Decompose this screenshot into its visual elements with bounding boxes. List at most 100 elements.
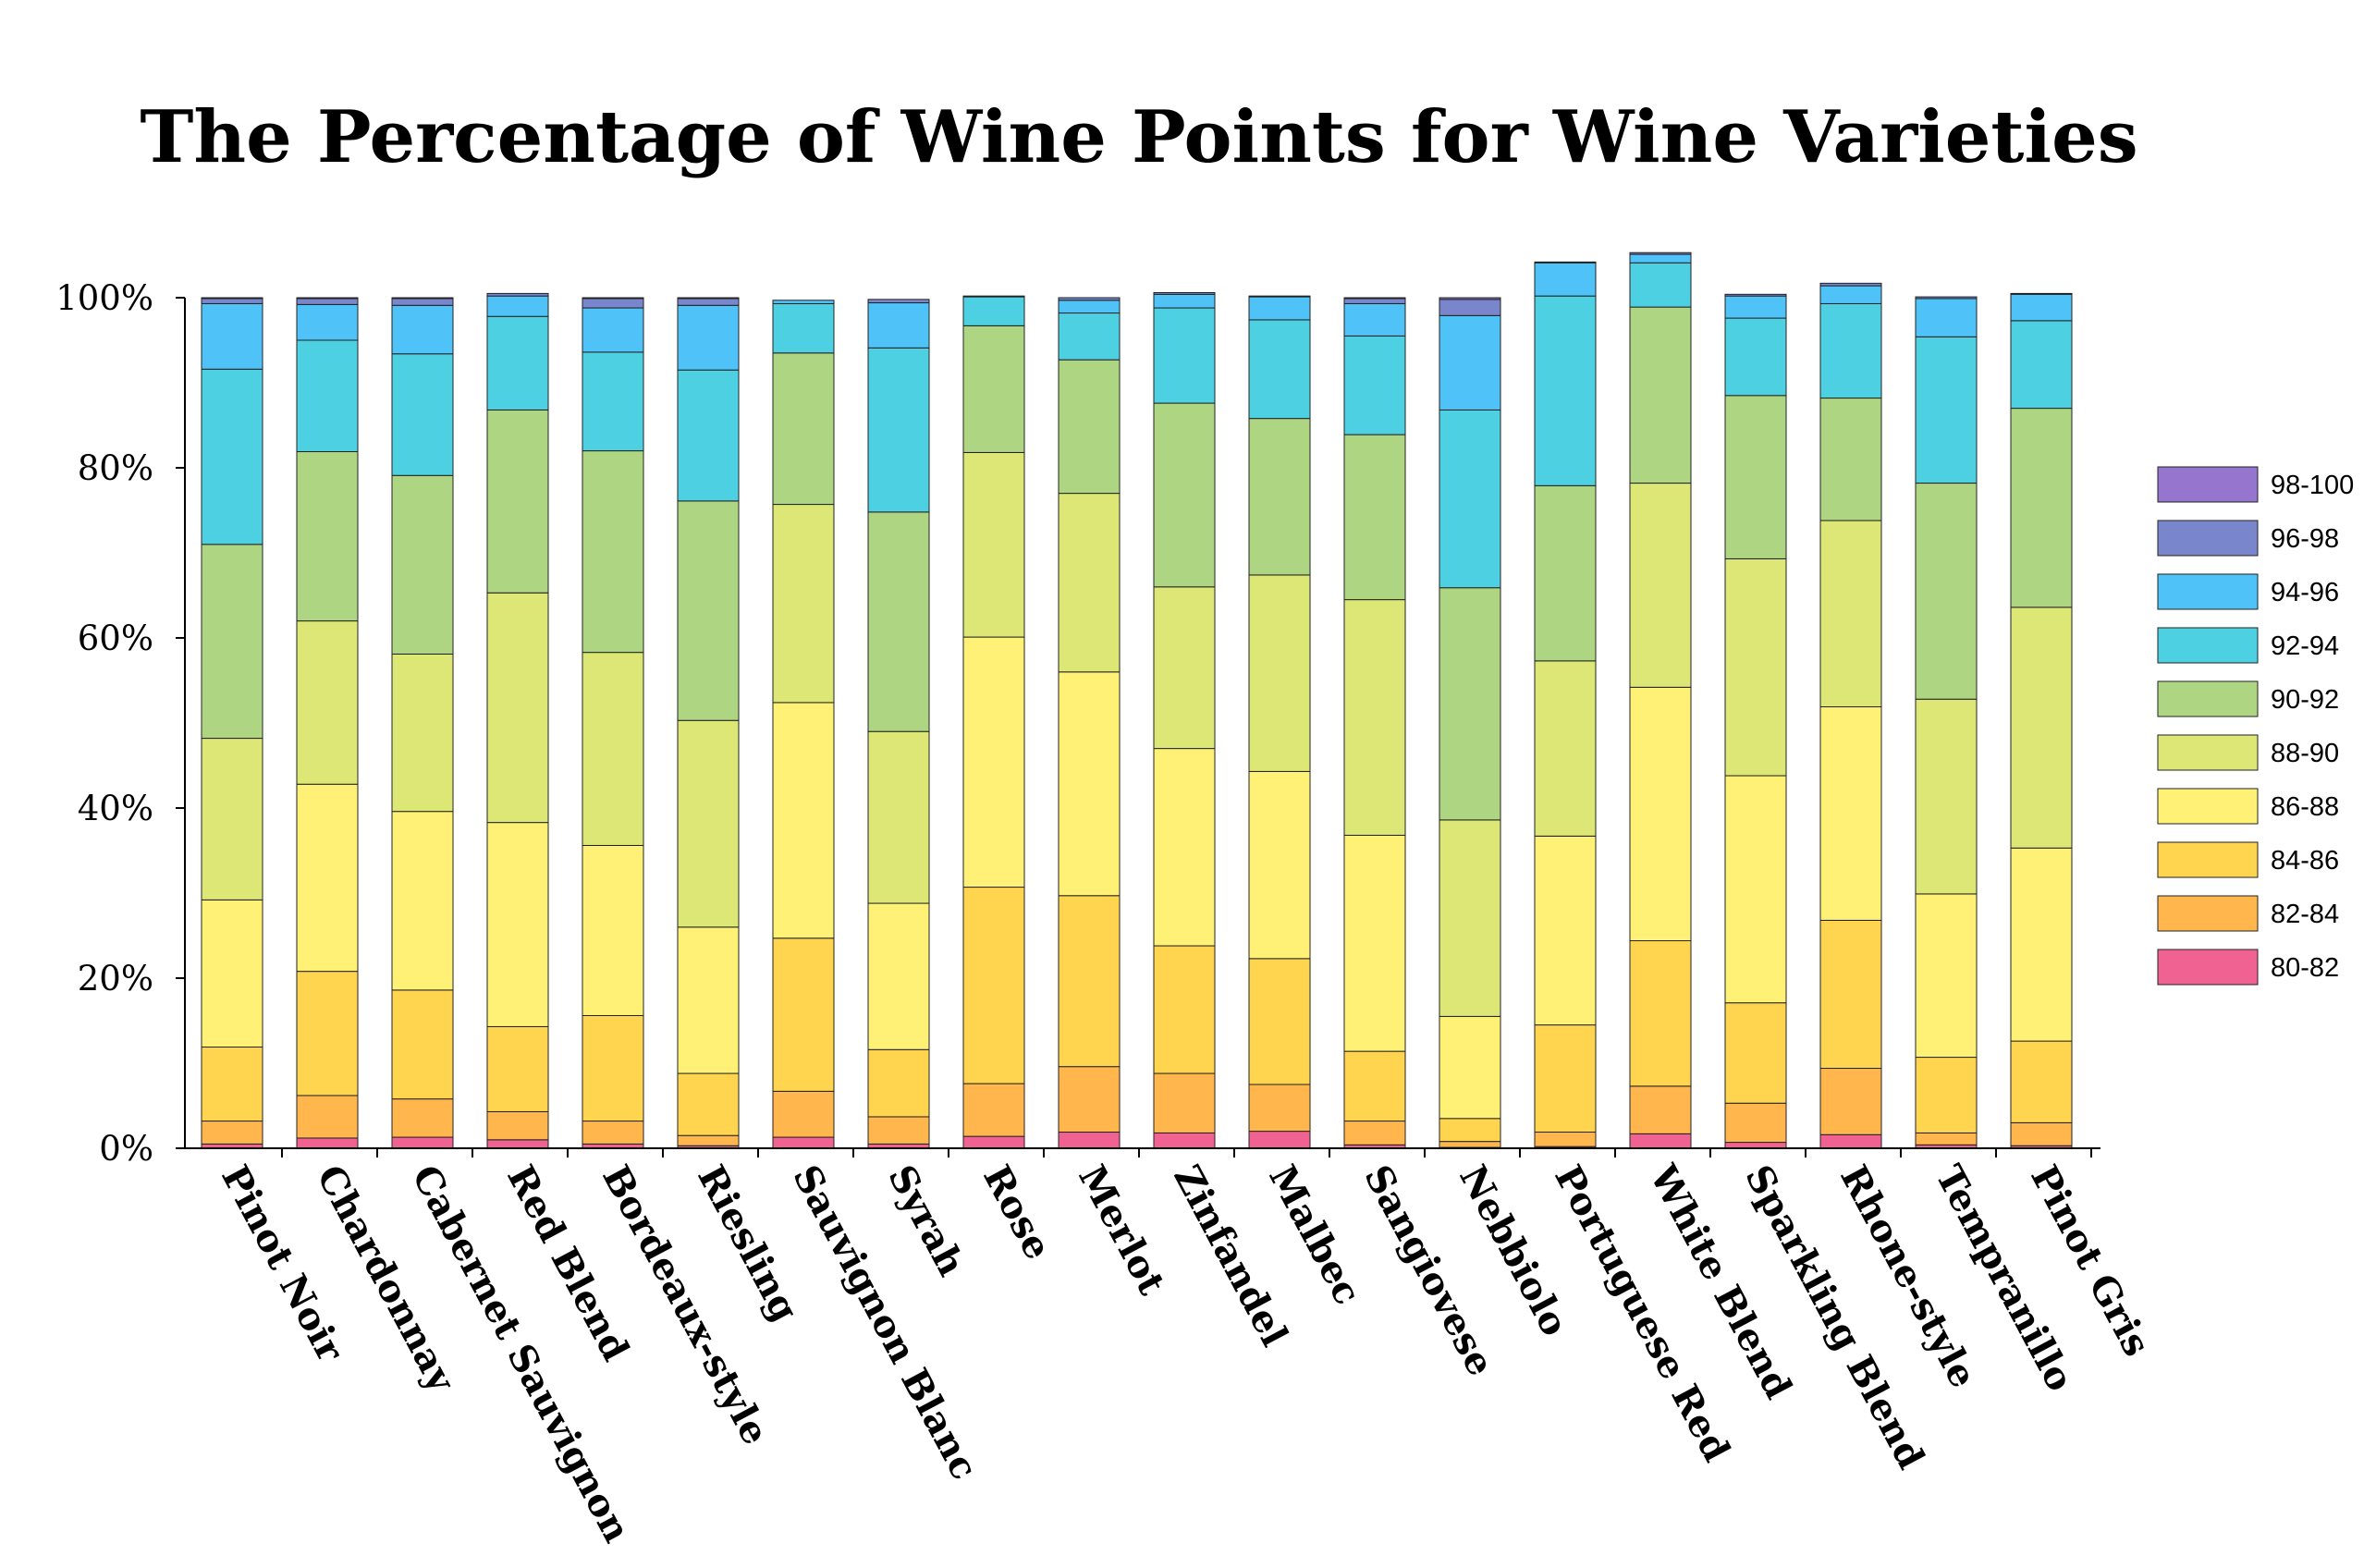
legend-label: 92-94 (2271, 631, 2339, 661)
bar-stack-malbec (1248, 295, 1311, 1149)
legend-swatch (2157, 949, 2259, 986)
bar-segment-rhone-style-96-98 (1819, 282, 1882, 287)
bar-segment-sangiovese-88-90 (1343, 599, 1406, 836)
bar-segment-white-blend-92-94 (1629, 262, 1692, 308)
bar-segment-pinot-gris-94-96 (2010, 293, 2073, 322)
bar-segment-rhone-style-84-86 (1819, 919, 1882, 1070)
bar-segment-nebbiolo-98-100 (1439, 297, 1501, 300)
bar-segment-rose-90-92 (962, 325, 1025, 453)
bar-segment-chardonnay-80-82 (296, 1137, 359, 1149)
bar-segment-sauvignon-blanc-82-84 (772, 1090, 835, 1138)
bar-stack-white-blend (1629, 251, 1692, 1149)
bar-segment-pinot-noir-88-90 (201, 738, 263, 900)
bar-segment-merlot-80-82 (1058, 1132, 1121, 1149)
bar-segment-sauvignon-blanc-86-88 (772, 702, 835, 939)
bar-segment-white-blend-88-90 (1629, 483, 1692, 688)
bar-segment-rose-80-82 (962, 1135, 1025, 1149)
bar-segment-bordeaux-style-92-94 (582, 351, 644, 452)
legend-item-86-88: 86-88 (2157, 788, 2339, 825)
bar-segment-chardonnay-90-92 (296, 451, 359, 622)
legend-label: 96-98 (2271, 524, 2339, 554)
bar-segment-syrah-86-88 (867, 902, 930, 1050)
y-tick-label: 100% (55, 278, 153, 318)
bar-segment-sangiovese-96-98 (1343, 298, 1406, 304)
legend-label: 90-92 (2271, 685, 2339, 715)
bar-segment-cabernet-sauvignon-90-92 (391, 474, 454, 655)
legend-swatch (2157, 573, 2259, 610)
bar-segment-sparkling-blend-92-94 (1724, 317, 1787, 397)
bar-stack-bordeaux-style (582, 297, 644, 1149)
chart-title: The Percentage of Wine Points for Wine V… (140, 95, 2137, 179)
bar-segment-cabernet-sauvignon-82-84 (391, 1098, 454, 1138)
bar-segment-pinot-gris-88-90 (2010, 606, 2073, 849)
bar-segment-tempranillo-92-94 (1915, 336, 1978, 484)
y-tick-label: 20% (78, 959, 153, 998)
legend-item-96-98: 96-98 (2157, 520, 2339, 557)
bar-segment-sauvignon-blanc-92-94 (772, 302, 835, 354)
bar-segment-chardonnay-98-100 (296, 297, 359, 300)
legend-item-88-90: 88-90 (2157, 734, 2339, 771)
x-tick-label-sauvignon-blanc: Sauvignon Blanc (784, 1158, 986, 1487)
bar-segment-portuguese-red-96-98 (1534, 261, 1597, 263)
bar-segment-pinot-noir-82-84 (201, 1121, 263, 1145)
legend-item-94-96: 94-96 (2157, 573, 2339, 610)
bar-segment-white-blend-82-84 (1629, 1085, 1692, 1134)
bar-segment-rose-82-84 (962, 1083, 1025, 1137)
bar-segment-chardonnay-96-98 (296, 298, 359, 305)
legend-item-90-92: 90-92 (2157, 680, 2339, 717)
bar-segment-tempranillo-90-92 (1915, 483, 1978, 700)
bar-segment-portuguese-red-90-92 (1534, 484, 1597, 662)
bar-segment-riesling-90-92 (677, 500, 740, 721)
bar-segment-portuguese-red-84-86 (1534, 1024, 1597, 1133)
bar-segment-tempranillo-88-90 (1915, 698, 1978, 895)
legend-item-82-84: 82-84 (2157, 895, 2339, 932)
bar-stack-riesling (677, 297, 740, 1149)
bar-segment-merlot-84-86 (1058, 895, 1121, 1068)
bar-segment-bordeaux-style-94-96 (582, 307, 644, 353)
bar-segment-pinot-gris-84-86 (2010, 1040, 2073, 1123)
legend-label: 80-82 (2271, 953, 2339, 983)
bar-segment-nebbiolo-84-86 (1439, 1118, 1501, 1143)
bar-segment-merlot-86-88 (1058, 671, 1121, 897)
legend-label: 94-96 (2271, 578, 2339, 607)
legend-label: 88-90 (2271, 739, 2339, 768)
bar-segment-sauvignon-blanc-84-86 (772, 937, 835, 1092)
bar-segment-pinot-gris-92-94 (2010, 320, 2073, 410)
bar-segment-merlot-96-98 (1058, 297, 1121, 301)
bar-segment-nebbiolo-88-90 (1439, 819, 1501, 1017)
bar-segment-chardonnay-88-90 (296, 620, 359, 785)
legend-swatch (2157, 520, 2259, 557)
bar-segment-sparkling-blend-84-86 (1724, 1002, 1787, 1104)
bar-segment-zinfandel-94-96 (1153, 293, 1216, 309)
bar-segment-cabernet-sauvignon-96-98 (391, 298, 454, 306)
bar-segment-zinfandel-90-92 (1153, 402, 1216, 588)
bar-segment-sparkling-blend-94-96 (1724, 295, 1787, 319)
bar-segment-red-blend-92-94 (486, 315, 549, 410)
bar-segment-pinot-noir-86-88 (201, 899, 263, 1048)
bar-segment-tempranillo-82-84 (1915, 1132, 1978, 1145)
bar-segment-riesling-94-96 (677, 304, 740, 371)
x-tick-label-malbec: Malbec (1260, 1158, 1369, 1312)
legend-item-80-82: 80-82 (2157, 949, 2339, 986)
bar-segment-malbec-84-86 (1248, 958, 1311, 1085)
x-tick-label-portuguese-red: Portuguese Red (1546, 1158, 1738, 1469)
bar-segment-bordeaux-style-96-98 (582, 298, 644, 309)
bar-segment-rhone-style-88-90 (1819, 520, 1882, 708)
bar-segment-malbec-88-90 (1248, 574, 1311, 772)
bar-segment-nebbiolo-86-88 (1439, 1015, 1501, 1120)
bar-stack-portuguese-red (1534, 261, 1597, 1149)
bar-segment-tempranillo-86-88 (1915, 893, 1978, 1059)
bar-stack-rhone-style (1819, 282, 1882, 1149)
y-tick-label: 60% (78, 619, 153, 658)
bar-segment-riesling-86-88 (677, 926, 740, 1074)
bar-segment-sangiovese-98-100 (1343, 297, 1406, 300)
bar-segment-malbec-96-98 (1248, 295, 1311, 298)
bar-segment-cabernet-sauvignon-86-88 (391, 811, 454, 991)
bar-segment-merlot-88-90 (1058, 493, 1121, 673)
bar-segment-bordeaux-style-86-88 (582, 844, 644, 1016)
bar-segment-chardonnay-82-84 (296, 1095, 359, 1139)
bar-segment-malbec-90-92 (1248, 418, 1311, 576)
bar-segment-rhone-style-90-92 (1819, 398, 1882, 521)
bar-segment-red-blend-94-96 (486, 295, 549, 317)
bar-segment-pinot-noir-92-94 (201, 368, 263, 545)
